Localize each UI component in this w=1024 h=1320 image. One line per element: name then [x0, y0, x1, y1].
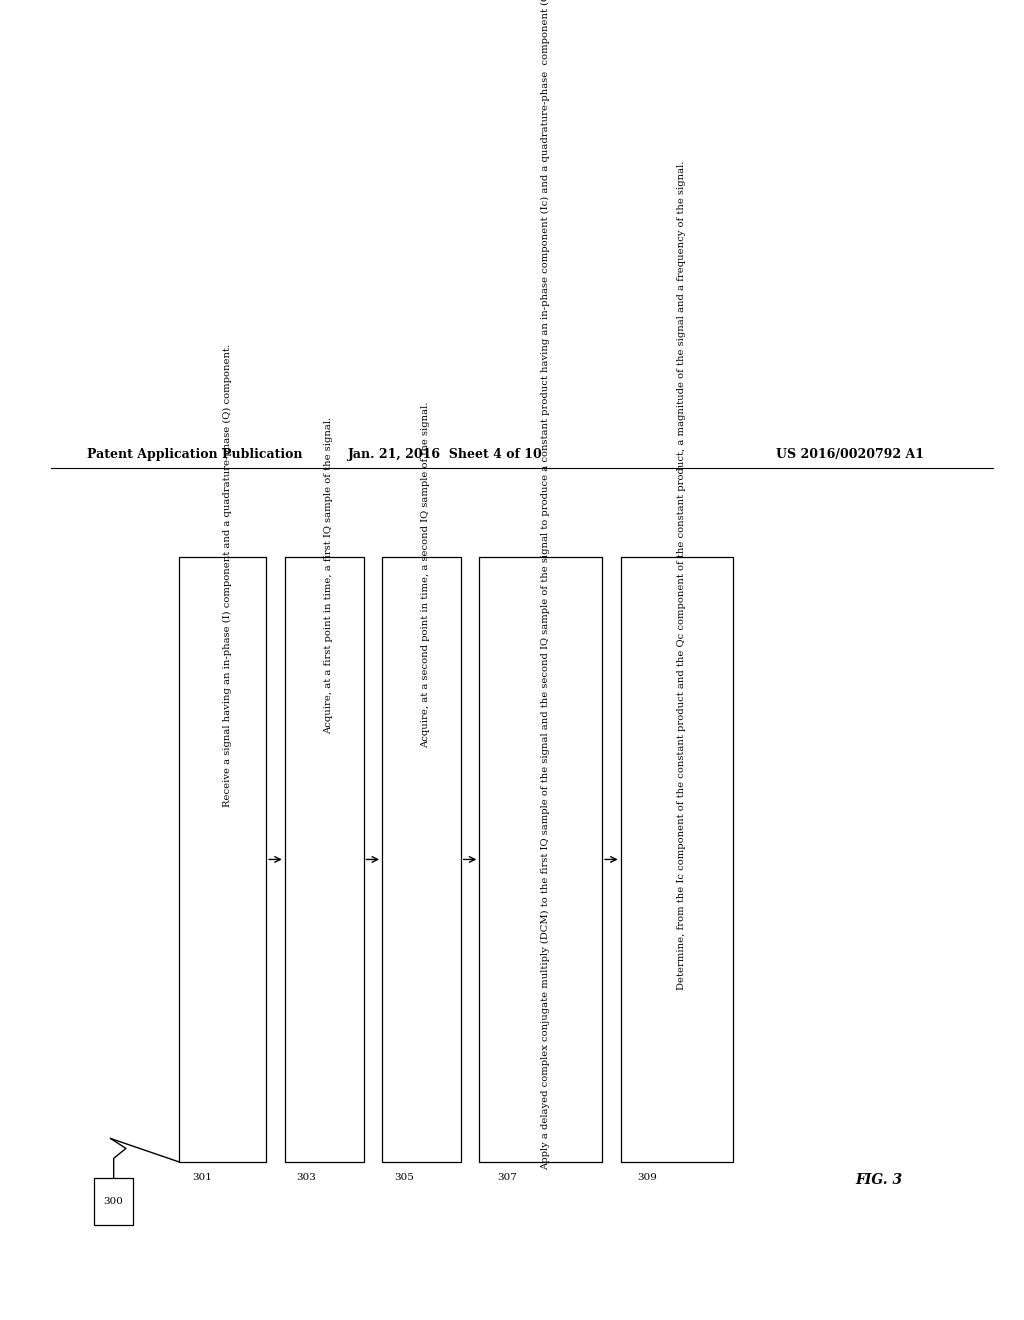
- FancyBboxPatch shape: [479, 557, 602, 1162]
- Text: Acquire, at a first point in time, a first IQ sample of the signal.: Acquire, at a first point in time, a fir…: [324, 417, 333, 734]
- FancyBboxPatch shape: [621, 557, 733, 1162]
- Text: FIG. 3: FIG. 3: [855, 1173, 902, 1187]
- Text: 301: 301: [193, 1172, 212, 1181]
- Text: Acquire, at a second point in time, a second IQ sample of the signal.: Acquire, at a second point in time, a se…: [422, 401, 430, 748]
- FancyBboxPatch shape: [382, 557, 461, 1162]
- Text: 305: 305: [394, 1172, 414, 1181]
- FancyBboxPatch shape: [94, 1179, 133, 1225]
- Text: 300: 300: [103, 1197, 124, 1206]
- Text: 303: 303: [297, 1172, 316, 1181]
- Text: Apply a delayed complex conjugate multiply (DCM) to the first IQ sample of the s: Apply a delayed complex conjugate multip…: [541, 0, 550, 1170]
- FancyBboxPatch shape: [285, 557, 364, 1162]
- FancyBboxPatch shape: [179, 557, 266, 1162]
- Text: Patent Application Publication: Patent Application Publication: [87, 449, 302, 462]
- Text: Jan. 21, 2016  Sheet 4 of 10: Jan. 21, 2016 Sheet 4 of 10: [348, 449, 543, 462]
- Text: Receive a signal having an in-phase (I) component and a quadrature-phase (Q) com: Receive a signal having an in-phase (I) …: [223, 343, 231, 807]
- Text: US 2016/0020792 A1: US 2016/0020792 A1: [776, 449, 924, 462]
- Text: Determine, from the Ic component of the constant product and the Qc component of: Determine, from the Ic component of the …: [677, 161, 686, 990]
- Text: 307: 307: [498, 1172, 517, 1181]
- Text: 309: 309: [637, 1172, 657, 1181]
